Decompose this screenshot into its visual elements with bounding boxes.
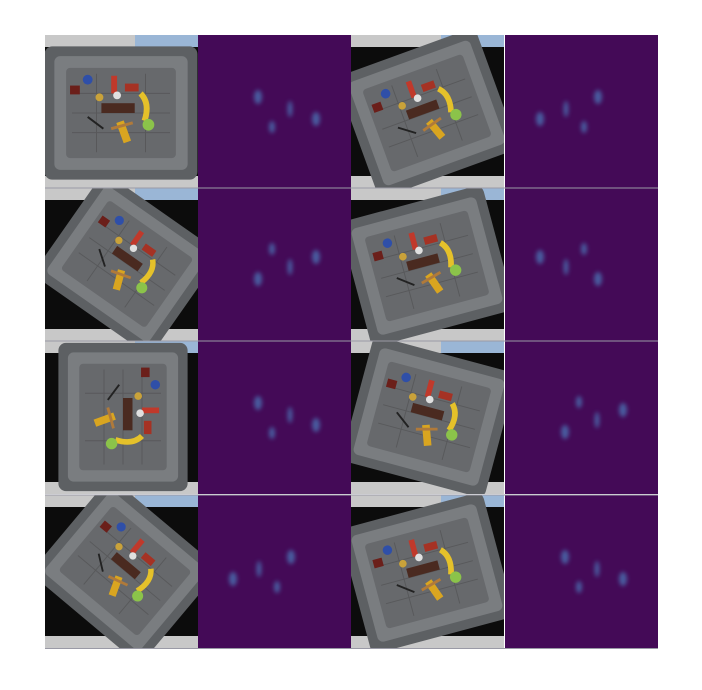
- heatmap: [505, 341, 658, 494]
- bin-image: [45, 341, 198, 494]
- row-separators: [45, 187, 658, 649]
- heatmap: [198, 188, 351, 341]
- heatmap: [505, 188, 658, 341]
- heatmap: [505, 35, 658, 188]
- heatmap: [198, 35, 351, 188]
- bin-image: [45, 495, 198, 648]
- bin-image: [45, 188, 198, 341]
- heatmap: [198, 341, 351, 494]
- bin-image: [45, 35, 198, 188]
- heatmap: [505, 495, 658, 648]
- bin-image: [351, 495, 504, 648]
- bin-image: [351, 188, 504, 341]
- bin-image: [351, 35, 504, 188]
- bin-image: [351, 341, 504, 494]
- heatmap: [198, 495, 351, 648]
